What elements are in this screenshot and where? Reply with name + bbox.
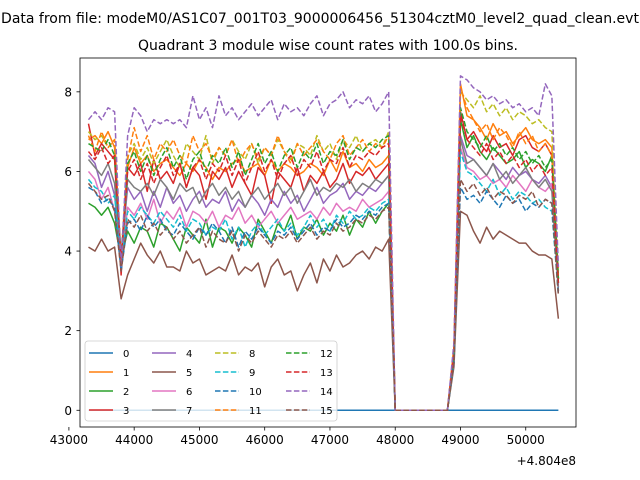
legend-label-10: 10	[249, 387, 262, 398]
legend-label-8: 8	[249, 349, 255, 360]
legend-label-5: 5	[186, 368, 192, 379]
y-axis: 0 2 4 6 8	[64, 85, 80, 418]
y-tick-label: 0	[64, 404, 72, 418]
x-tick-label: 49000	[441, 433, 479, 447]
legend-label-15: 15	[320, 406, 333, 417]
legend-label-9: 9	[249, 368, 255, 379]
plot-frame	[79, 57, 577, 428]
series-line-11	[87, 87, 560, 412]
series-line-13	[87, 114, 560, 412]
y-tick-label: 2	[64, 324, 72, 338]
legend-label-4: 4	[186, 349, 192, 360]
series-line-12	[88, 107, 560, 412]
series-line-7	[87, 138, 560, 412]
series-line-15	[87, 178, 560, 412]
chart-title: Quadrant 3 module wise count rates with …	[138, 38, 518, 54]
legend-box	[84, 340, 338, 422]
series-line-9	[87, 150, 560, 412]
series-line-6	[87, 146, 560, 412]
x-tick-label: 44000	[115, 433, 153, 447]
x-tick-label: 43000	[50, 433, 88, 447]
x-axis: 43000 44000 45000 46000 47000 48000 49000 50000	[50, 427, 545, 447]
legend-label-2: 2	[123, 387, 129, 398]
series-group	[87, 75, 560, 412]
series-line-14	[87, 75, 560, 412]
legend-label-12: 12	[320, 349, 333, 360]
legend-label-11: 11	[249, 406, 262, 417]
x-tick-label: 46000	[246, 433, 284, 447]
x-offset-label: +4.804e8	[517, 454, 576, 468]
legend-label-14: 14	[320, 387, 333, 398]
x-tick-label: 45000	[180, 433, 218, 447]
x-tick-label: 47000	[311, 433, 349, 447]
y-tick-label: 4	[64, 245, 72, 259]
y-tick-label: 6	[64, 165, 72, 179]
legend-label-7: 7	[186, 406, 192, 417]
y-tick-label: 8	[64, 85, 72, 99]
series-line-5	[88, 210, 560, 412]
x-tick-label: 48000	[376, 433, 414, 447]
legend-label-13: 13	[320, 368, 333, 379]
legend-label-0: 0	[123, 349, 129, 360]
legend-label-6: 6	[186, 387, 192, 398]
legend-label-1: 1	[123, 368, 129, 379]
legend-label-3: 3	[123, 406, 129, 417]
series-line-1	[88, 83, 560, 412]
x-tick-label: 50000	[507, 433, 545, 447]
figure-suptitle: Data from file: modeM0/AS1C07_001T03_900…	[1, 11, 639, 27]
